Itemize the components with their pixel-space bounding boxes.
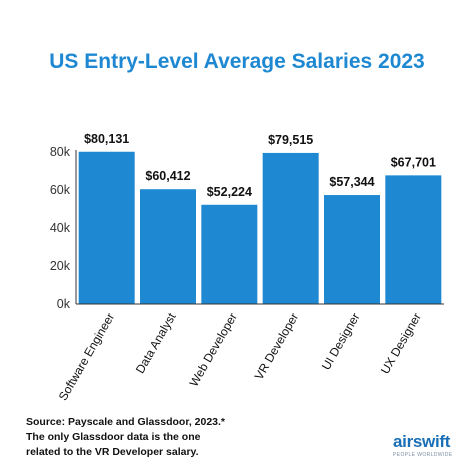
bar (78, 151, 135, 304)
x-tick-label: Data Analyst (133, 310, 179, 376)
x-tick-label: Web Developer (187, 311, 240, 389)
logo-tagline: PEOPLE WORLDWIDE (393, 452, 453, 458)
data-label: $60,412 (145, 169, 190, 183)
x-tick-label: UX Designer (378, 311, 424, 377)
y-tick-label: 60k (50, 183, 71, 197)
bar (262, 152, 319, 304)
y-tick-label: 40k (50, 221, 71, 235)
data-label: $67,701 (391, 155, 436, 169)
source-line-2: The only Glassdoor data is the one (26, 431, 201, 443)
x-tick-label: VR Developer (252, 310, 301, 382)
data-label: $52,224 (207, 185, 252, 199)
bar (385, 175, 442, 304)
logo-wordmark: airswift (393, 432, 451, 451)
source-note: Source: Payscale and Glassdoor, 2023.* T… (26, 415, 225, 460)
x-tick-label: UI Designer (319, 310, 363, 372)
airswift-logo: airswift PEOPLE WORLDWIDE (385, 430, 455, 464)
source-line-1: Source: Payscale and Glassdoor, 2023.* (26, 416, 226, 428)
chart-title: US Entry-Level Average Salaries 2023 (49, 50, 425, 73)
y-tick-label: 0k (57, 297, 71, 311)
data-label: $57,344 (329, 175, 374, 189)
data-label: $79,515 (268, 133, 313, 147)
data-label: $80,131 (84, 132, 129, 146)
x-tick-label: Software Engineer (56, 311, 117, 404)
y-tick-label: 80k (50, 145, 71, 159)
bar (324, 195, 380, 304)
source-line-3: related to the VR Developer salary. (26, 446, 199, 458)
y-tick-label: 20k (50, 259, 71, 273)
bar (140, 189, 196, 304)
bar (201, 204, 258, 304)
